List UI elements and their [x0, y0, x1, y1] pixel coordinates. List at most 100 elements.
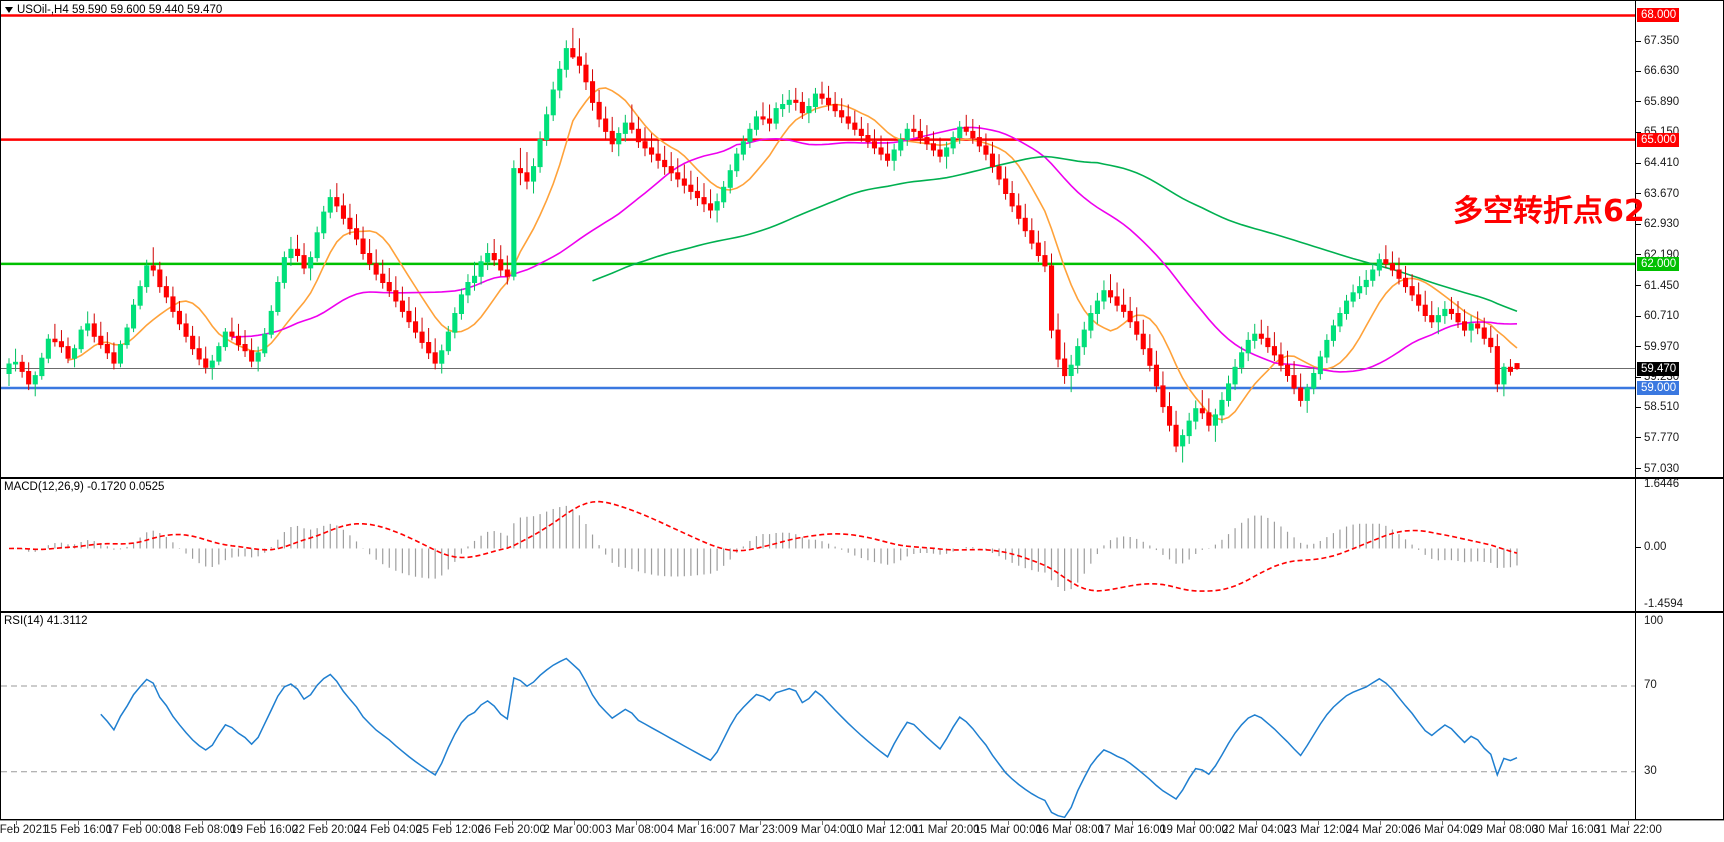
- candle-body: [786, 99, 792, 105]
- time-axis-label: 29 Mar 08:00: [1470, 824, 1538, 836]
- price-y-tick: 60.710: [1636, 310, 1724, 323]
- macd-y-axis[interactable]: 1.6446 0.00 -1.4594: [1635, 478, 1724, 611]
- time-axis-label: 16 Mar 08:00: [1036, 824, 1104, 836]
- candle-body: [117, 344, 124, 364]
- time-axis-label: 25 Feb 12:00: [416, 824, 484, 836]
- candle-body: [203, 358, 209, 368]
- candle-body: [583, 64, 589, 83]
- candle-body: [799, 101, 805, 114]
- price-plot-area[interactable]: [1, 1, 1635, 477]
- candle-body: [858, 128, 864, 137]
- support-label-59[interactable]: 59.000: [1637, 381, 1680, 395]
- candle-body: [1055, 329, 1061, 360]
- resistance-label-65[interactable]: 65.000: [1637, 132, 1680, 147]
- candle-body: [1291, 375, 1297, 389]
- resistance-label-68[interactable]: 68.000: [1637, 8, 1680, 23]
- time-axis-label: 19 Mar 00:00: [1160, 824, 1228, 836]
- time-axis-tick: [760, 821, 762, 825]
- candle-body: [662, 159, 668, 168]
- candle-body: [596, 101, 602, 120]
- candle-body: [1134, 321, 1140, 335]
- rsi-indicator-label[interactable]: RSI(14) 41.3112: [4, 615, 88, 627]
- candle-body: [295, 248, 301, 257]
- price-chart-panel[interactable]: 67.35066.63065.89065.15064.41063.67062.9…: [0, 0, 1724, 478]
- candle-body: [98, 335, 104, 346]
- candle-body: [878, 147, 884, 155]
- symbol-header-text: USOil-,H4 59.590 59.600 59.440 59.470: [17, 4, 223, 16]
- candle-body: [1494, 346, 1500, 385]
- macd-panel[interactable]: 1.6446 0.00 -1.4594 MACD(12,26,9) -0.1720 …: [0, 478, 1724, 612]
- candle-body: [301, 255, 307, 269]
- candle-body: [144, 265, 150, 288]
- candle-body: [432, 352, 438, 364]
- candle-body: [1035, 242, 1041, 257]
- candle-body: [937, 149, 943, 157]
- candle-body: [6, 363, 12, 374]
- candle-body: [826, 97, 832, 106]
- macd-y-tick: -1.4594: [1644, 597, 1684, 610]
- price-y-axis[interactable]: 67.35066.63065.89065.15064.41063.67062.9…: [1635, 1, 1723, 477]
- candle-body: [806, 106, 812, 114]
- candle-body: [439, 350, 445, 364]
- candle-body: [570, 48, 576, 58]
- candle-body: [1219, 399, 1225, 416]
- candle-body: [1448, 308, 1455, 314]
- time-axis-tick: [140, 821, 142, 825]
- rsi-panel[interactable]: 100 70 30 RSI(14) 41.3112: [0, 612, 1724, 820]
- candle-body: [262, 333, 268, 354]
- last-price-label[interactable]: 59.470: [1637, 361, 1680, 376]
- candle-body: [1088, 313, 1094, 331]
- candle-body: [753, 116, 760, 130]
- macd-y-tick: 0.00: [1636, 541, 1724, 554]
- candle-body: [1357, 286, 1363, 294]
- candle-body: [970, 130, 976, 139]
- candle-body: [996, 166, 1002, 180]
- candle-body: [1049, 265, 1055, 331]
- pivot-label-62[interactable]: 62.000: [1637, 256, 1680, 271]
- candle-body: [1239, 352, 1245, 368]
- candle-body: [1062, 358, 1068, 377]
- candle-body: [649, 147, 655, 155]
- candle-body: [1121, 304, 1127, 312]
- time-axis-tick: [1442, 821, 1443, 825]
- candle-body: [308, 257, 314, 269]
- time-axis-label: 18 Feb 08:00: [168, 824, 236, 836]
- symbol-header[interactable]: USOil-,H4 59.590 59.600 59.440 59.470: [5, 4, 222, 16]
- candle-body: [694, 190, 701, 199]
- candle-body: [472, 275, 478, 283]
- macd-indicator-label[interactable]: MACD(12,26,9) -0.1720 0.0525: [4, 481, 165, 493]
- candle-body: [445, 331, 451, 352]
- candle-body: [1199, 408, 1205, 414]
- candle-body: [924, 137, 930, 145]
- time-axis-tick: [1380, 821, 1381, 825]
- candle-body: [1114, 296, 1120, 306]
- candle-body: [1245, 339, 1251, 354]
- candle-body: [321, 211, 327, 234]
- triangle-down-icon[interactable]: [5, 7, 13, 13]
- candle-body: [78, 329, 84, 350]
- candle-body: [1337, 313, 1343, 327]
- candle-body: [170, 296, 176, 312]
- time-axis-tick: [1256, 821, 1258, 825]
- time-axis-tick: [78, 821, 80, 825]
- candle-body: [1016, 205, 1022, 219]
- candle-body: [1101, 290, 1107, 302]
- candle-body: [58, 341, 65, 348]
- rsi-y-axis[interactable]: 100 70 30: [1635, 613, 1723, 819]
- macd-plot-area[interactable]: [1, 479, 1635, 611]
- time-axis-label: 11 Mar 20:00: [912, 824, 980, 836]
- price-y-tick: 59.970: [1636, 341, 1724, 354]
- time-axis-tick: [1194, 821, 1196, 825]
- candle-body: [1304, 387, 1310, 401]
- time-axis-label: 22 Feb 20:00: [292, 824, 360, 836]
- time-axis-tick: [1318, 821, 1320, 825]
- time-axis-label: 7 Mar 23:00: [729, 824, 791, 836]
- candle-body: [675, 172, 681, 180]
- candle-body: [1514, 363, 1520, 370]
- candle-body: [491, 253, 497, 261]
- rsi-plot-area[interactable]: [1, 613, 1635, 819]
- time-axis-label: 22 Mar 04:00: [1222, 824, 1290, 836]
- candle-body: [839, 110, 845, 118]
- candle-body: [819, 93, 825, 99]
